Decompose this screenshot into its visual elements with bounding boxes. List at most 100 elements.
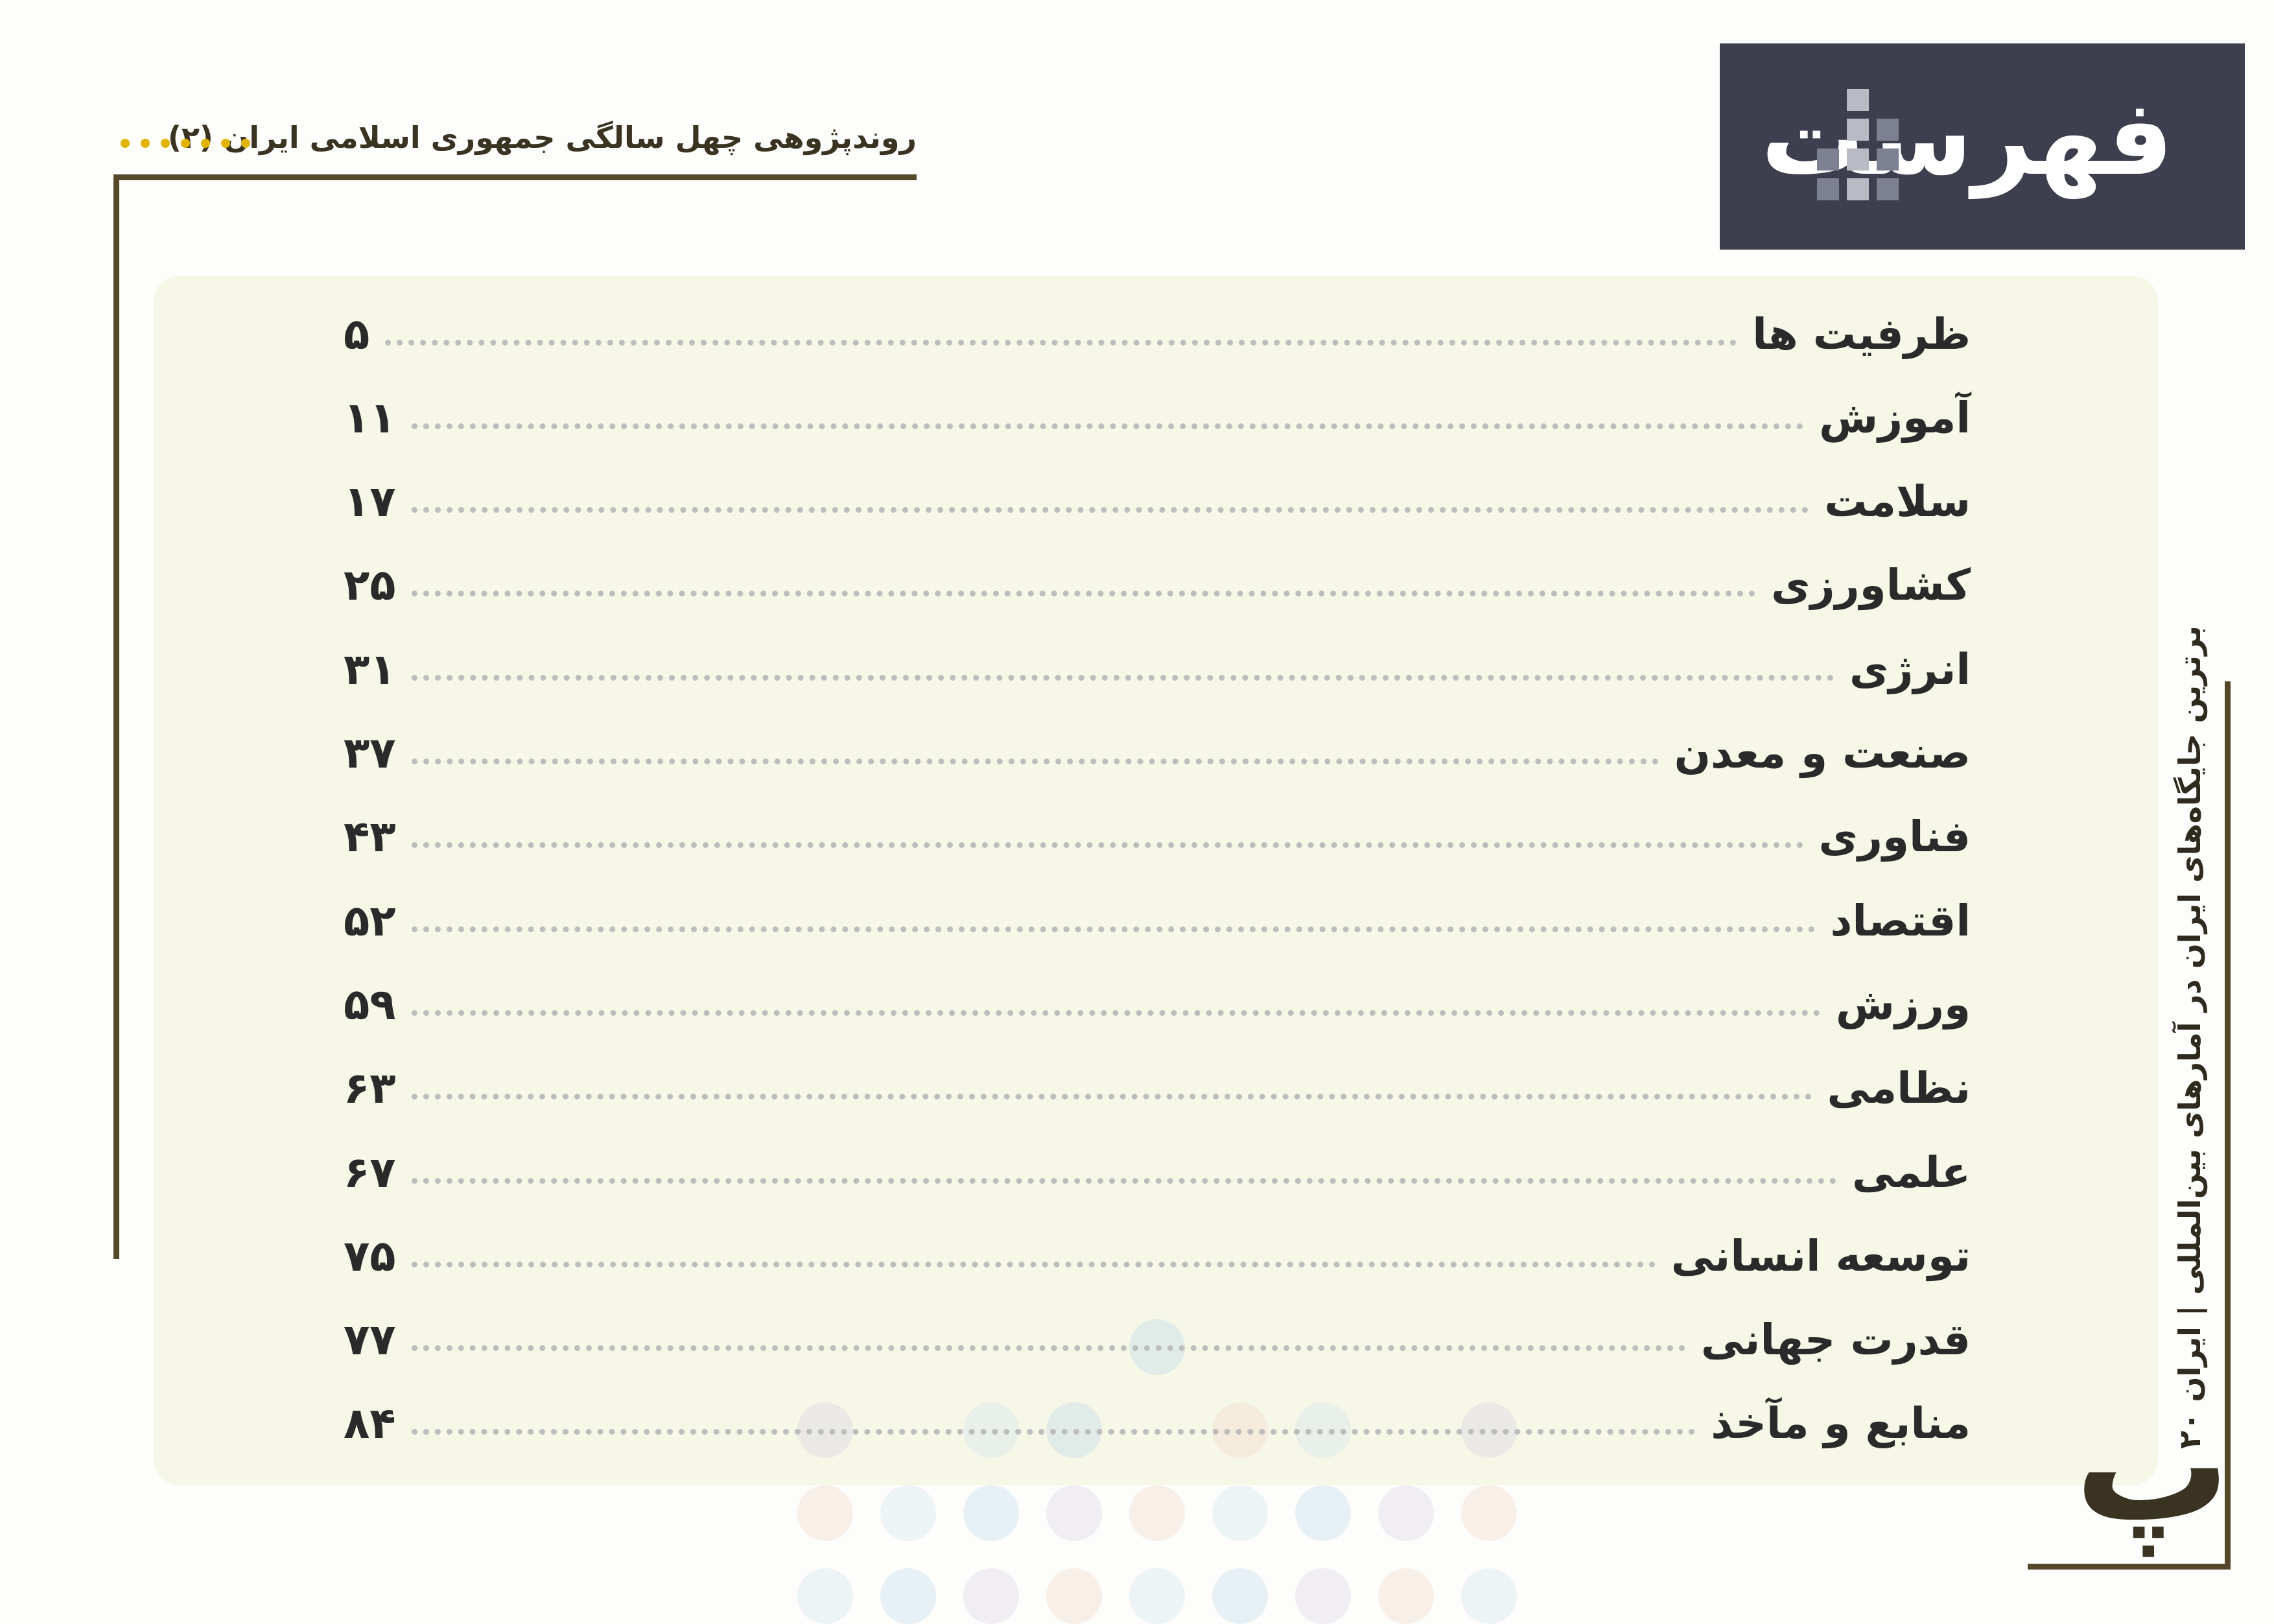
circle	[963, 1485, 1019, 1541]
page-letter: پ	[2074, 1374, 2231, 1556]
leader	[411, 674, 1834, 681]
toc-page: ۴۳	[344, 812, 396, 862]
dot	[181, 139, 190, 148]
leader	[411, 591, 1756, 597]
dot	[141, 139, 150, 148]
toc-page: ۲۵	[344, 560, 396, 611]
toc-row: منابع و مآخذ ۸۴	[344, 1391, 1971, 1456]
toc-row: توسعه انسانی ۷۵	[344, 1223, 1971, 1288]
toc-title: قدرت جهانی	[1700, 1315, 1971, 1365]
leader	[411, 423, 1804, 429]
toc-page: ۳۱	[344, 644, 396, 694]
icon-square	[1847, 178, 1869, 200]
toc-page: ۷۵	[344, 1230, 396, 1281]
leader	[411, 507, 1809, 513]
dot	[221, 139, 230, 148]
toc-title: علمی	[1851, 1147, 1971, 1197]
icon-square	[1817, 178, 1839, 200]
circle	[1295, 1485, 1351, 1541]
circle	[1461, 1485, 1517, 1541]
toc-page: ۵۲	[344, 895, 396, 946]
toc-page: ۳۷	[344, 728, 396, 778]
toc-row: نظامی ۶۳	[344, 1056, 1971, 1121]
dot	[201, 139, 210, 148]
toc-row: آموزش ۱۱	[344, 385, 1971, 450]
leader	[411, 1429, 1696, 1435]
circle	[963, 1568, 1019, 1624]
toc-title: آموزش	[1819, 392, 1971, 443]
toc-title: ورزش	[1835, 979, 1971, 1030]
toc-row: سلامت ۱۷	[344, 469, 1971, 534]
toc-row: قدرت جهانی ۷۷	[344, 1308, 1971, 1372]
circle	[797, 1568, 853, 1624]
toc-title: توسعه انسانی	[1670, 1230, 1971, 1281]
circle	[1129, 1485, 1185, 1541]
dot	[241, 139, 250, 148]
toc-row: اقتصاد ۵۲	[344, 888, 1971, 953]
icon-square	[1847, 119, 1869, 141]
toc-row: کشاورزی ۲۵	[344, 553, 1971, 618]
leader	[411, 1009, 1820, 1016]
leader	[411, 1177, 1836, 1184]
icon-square	[1847, 89, 1869, 111]
circle	[1129, 1568, 1185, 1624]
circle	[1295, 1568, 1351, 1624]
side-text: برترین جایگاه‌های ایران در آمارهای بین‌ا…	[2172, 626, 2207, 1449]
rule	[113, 174, 119, 1259]
toc-title: اقتصاد	[1830, 895, 1971, 946]
icon-square	[1877, 148, 1899, 171]
toc-row: انرژی ۳۱	[344, 637, 1971, 701]
content-panel	[154, 276, 2158, 1485]
toc-row: علمی ۶۷	[344, 1140, 1971, 1205]
toc-title: فناوری	[1818, 812, 1971, 862]
leader	[411, 759, 1659, 764]
leader	[385, 339, 1737, 346]
toc-title: انرژی	[1849, 644, 1971, 694]
toc-page: ۶۳	[344, 1063, 396, 1114]
toc-row: صنعت و معدن ۳۷	[344, 721, 1971, 786]
rule	[2225, 681, 2231, 1570]
circle	[880, 1485, 936, 1541]
toc-title: سلامت	[1824, 477, 1971, 527]
title-box: فهرست	[1720, 43, 2245, 250]
circle	[1212, 1568, 1268, 1624]
leader	[411, 1094, 1812, 1100]
circle	[1378, 1485, 1434, 1541]
circle	[880, 1568, 936, 1624]
icon-square	[1847, 148, 1869, 171]
icon-square	[1877, 178, 1899, 200]
leader	[411, 1261, 1656, 1267]
toc-title: ظرفیت ها	[1752, 309, 1971, 359]
circle	[1212, 1485, 1268, 1541]
toc-page: ۸۴	[344, 1398, 396, 1449]
toc-page: ۶۷	[344, 1147, 396, 1197]
icon-square	[1817, 148, 1839, 171]
toc-title: نظامی	[1827, 1063, 1971, 1114]
icon-square	[1877, 119, 1899, 141]
toc-title: کشاورزی	[1771, 560, 1971, 611]
leader	[411, 1345, 1685, 1352]
circle	[1046, 1485, 1102, 1541]
title: فهرست	[1761, 77, 2174, 198]
toc-page: ۵۹	[344, 979, 396, 1030]
circle	[1461, 1568, 1517, 1624]
toc-page: ۱۱	[344, 392, 396, 443]
dot	[121, 139, 130, 148]
toc-page: ۱۷	[344, 477, 396, 527]
dot	[161, 139, 170, 148]
rule	[2028, 1564, 2231, 1570]
leader	[411, 926, 1815, 932]
subtitle: روندپژوهی چهل سالگی جمهوری اسلامی ایران …	[167, 120, 917, 155]
circle	[797, 1485, 853, 1541]
toc-row: ظرفیت ها ۵	[344, 301, 1971, 366]
circle	[1046, 1568, 1102, 1624]
circle	[1378, 1568, 1434, 1624]
toc-row: ورزش ۵۹	[344, 972, 1971, 1037]
toc-title: صنعت و معدن	[1674, 728, 1971, 778]
toc-page: ۵	[344, 309, 370, 359]
toc-row: فناوری ۴۳	[344, 805, 1971, 869]
rule	[113, 174, 917, 180]
toc-title: منابع و مآخذ	[1711, 1398, 1971, 1449]
leader	[411, 842, 1803, 849]
